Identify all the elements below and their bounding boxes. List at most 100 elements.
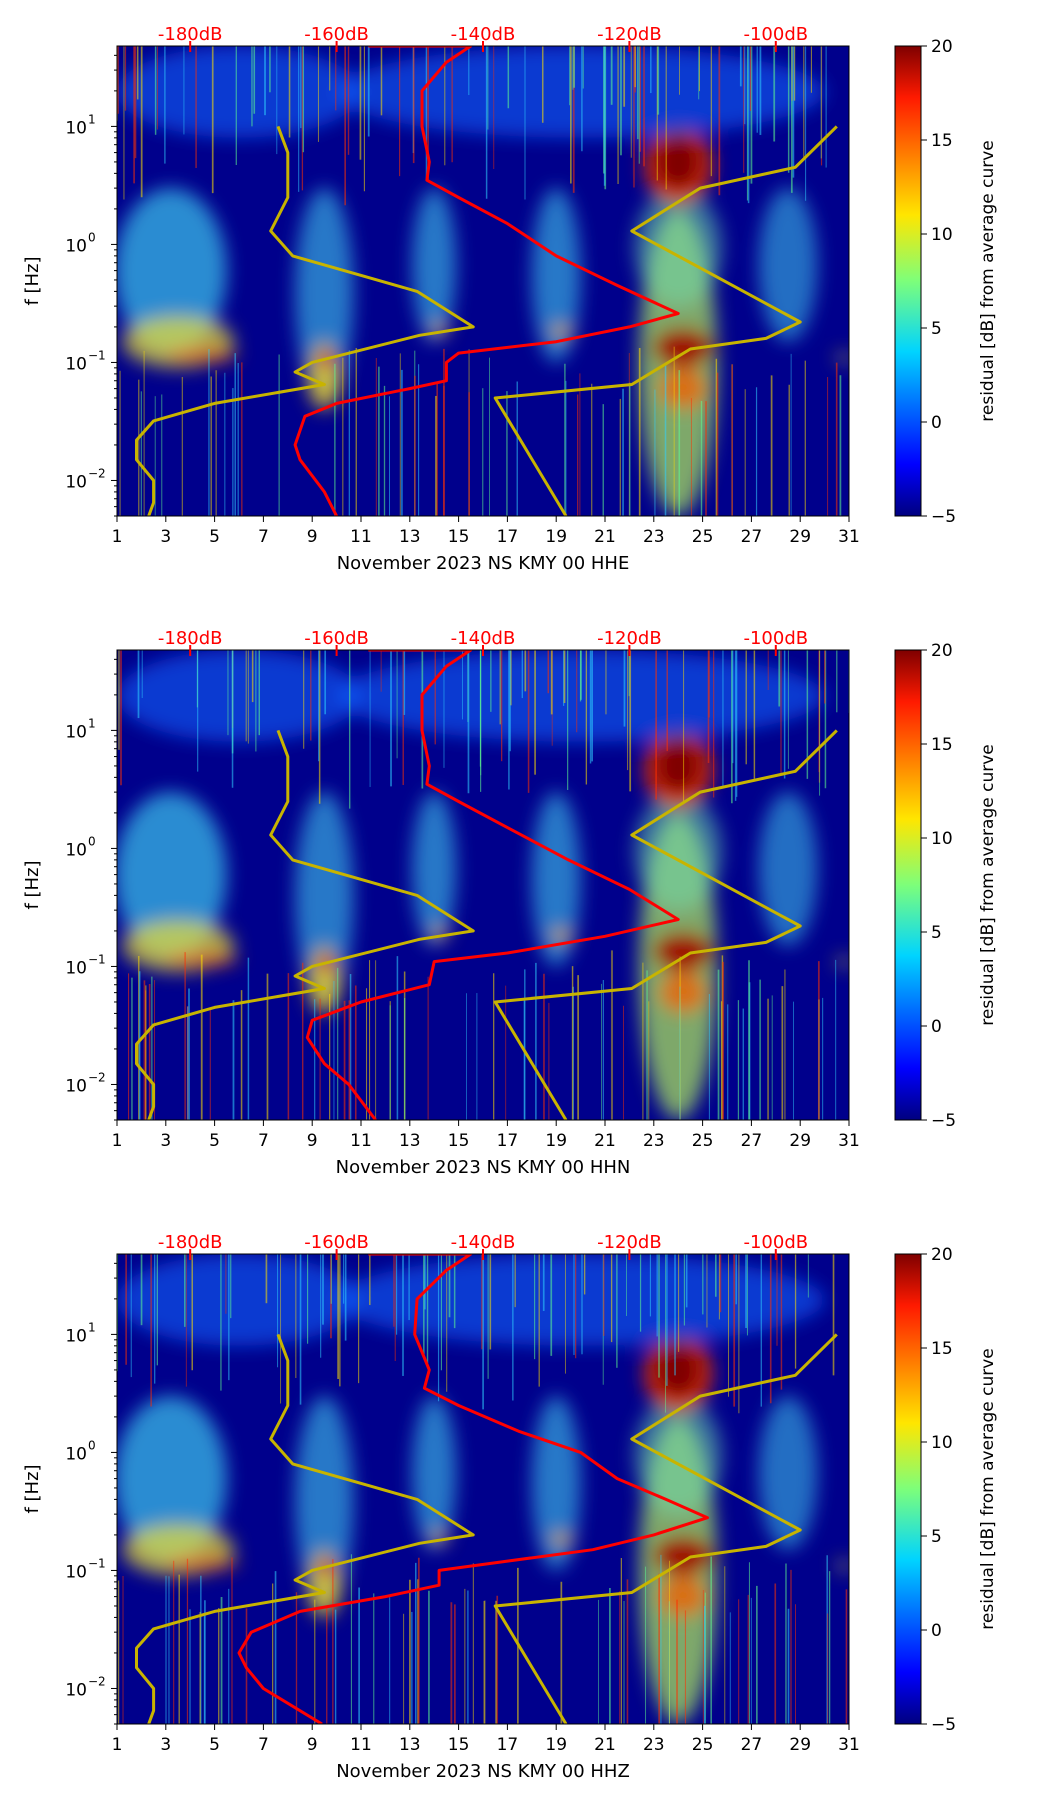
heatmap-feature — [336, 46, 825, 138]
y-axis-label: f [Hz] — [22, 256, 43, 305]
y-tick-label: 10 — [65, 354, 87, 374]
spectrogram-heatmap — [117, 46, 849, 516]
heatmap-feature — [651, 930, 715, 972]
heatmap-feature — [295, 188, 354, 398]
x-tick-label: 5 — [209, 1131, 220, 1151]
colorbar-tick-label: 10 — [931, 1433, 953, 1453]
y-tick-label: 10 — [65, 1562, 87, 1582]
nhnm-line — [493, 125, 838, 516]
heatmap-feature — [117, 46, 361, 138]
y-tick-exponent: 1 — [88, 716, 96, 730]
x-tick-label: 11 — [350, 1735, 372, 1755]
heatmap-feature — [412, 1396, 457, 1550]
x-tick-label: 31 — [838, 527, 860, 547]
heatmap-feature — [117, 650, 361, 742]
top-db-tick-label: -100dB — [743, 1232, 808, 1253]
heatmap-feature — [548, 324, 574, 339]
top-db-tick-label: -180dB — [158, 24, 223, 45]
average-psd-line — [237, 1254, 709, 1724]
y-tick-exponent: −1 — [88, 348, 106, 362]
colorbar-tick-label: 15 — [931, 1339, 953, 1359]
heatmap-feature — [758, 1396, 818, 1550]
heatmap-feature — [653, 1339, 703, 1400]
heatmap-feature — [548, 928, 574, 943]
x-tick-label: 21 — [594, 1131, 616, 1151]
heatmap-feature — [658, 971, 708, 1014]
x-tick-label: 13 — [399, 1735, 421, 1755]
colorbar-tick-label: 0 — [931, 1621, 942, 1641]
heatmap-streaks — [117, 46, 842, 516]
heatmap-feature — [165, 1557, 239, 1571]
nlnm-line — [135, 729, 475, 1120]
x-tick-label: 17 — [497, 1735, 519, 1755]
y-tick-label: 10 — [65, 236, 87, 256]
x-tick-label: 3 — [160, 527, 171, 547]
x-tick-label: 7 — [258, 527, 269, 547]
x-tick-label: 17 — [497, 527, 519, 547]
colorbar-tick-label: 10 — [931, 829, 953, 849]
colorbar-label: residual [dB] from average curve — [978, 744, 998, 1025]
y-tick-exponent: −1 — [88, 1556, 106, 1570]
x-tick-label: 1 — [112, 1735, 123, 1755]
x-tick-label: 1 — [112, 527, 123, 547]
x-tick-label: 5 — [209, 527, 220, 547]
heatmap-feature — [658, 1575, 708, 1618]
heatmap-feature — [336, 1254, 825, 1346]
heatmap-feature — [836, 957, 849, 967]
x-tick-label: 31 — [838, 1131, 860, 1151]
x-tick-label: 31 — [838, 1735, 860, 1755]
y-tick-exponent: −2 — [88, 1674, 106, 1688]
x-tick-label: 23 — [643, 527, 665, 547]
top-db-tick-label: -140dB — [451, 628, 516, 649]
heatmap-feature — [651, 326, 715, 368]
x-tick-label: 3 — [160, 1735, 171, 1755]
heatmap-feature — [531, 188, 581, 363]
heatmap-feature — [634, 792, 723, 911]
heatmap-feature — [548, 1532, 574, 1547]
top-db-tick-label: -120dB — [597, 628, 662, 649]
y-tick-label: 10 — [65, 472, 87, 492]
y-tick-label: 10 — [65, 1076, 87, 1096]
x-tick-label: 13 — [399, 527, 421, 547]
y-tick-label: 10 — [65, 1444, 87, 1464]
x-tick-label: 11 — [350, 527, 372, 547]
x-tick-label: 15 — [448, 527, 470, 547]
colorbar-tick-label: −5 — [931, 507, 956, 527]
y-tick-exponent: 0 — [88, 230, 96, 244]
colorbar-label: residual [dB] from average curve — [978, 1348, 998, 1629]
y-tick-label: 10 — [65, 1326, 87, 1346]
top-db-tick-label: -120dB — [597, 24, 662, 45]
y-tick-label: 10 — [65, 840, 87, 860]
x-tick-label: 19 — [545, 1735, 567, 1755]
x-tick-label: 13 — [399, 1131, 421, 1151]
heatmap-feature — [758, 792, 818, 946]
x-tick-label: 27 — [741, 1131, 763, 1151]
x-tick-label: 1 — [112, 1131, 123, 1151]
x-tick-label: 19 — [545, 527, 567, 547]
y-tick-label: 10 — [65, 118, 87, 138]
top-db-tick-label: -180dB — [158, 1232, 223, 1253]
average-psd-line — [305, 650, 680, 1120]
x-tick-label: 23 — [643, 1131, 665, 1151]
colorbar-tick-label: 0 — [931, 1017, 942, 1037]
heatmap-streaks — [118, 650, 849, 1120]
colorbar-tick-label: −5 — [931, 1111, 956, 1131]
x-tick-label: 25 — [692, 1131, 714, 1151]
x-tick-label: 19 — [545, 1131, 567, 1151]
colorbar — [894, 649, 922, 1121]
y-tick-exponent: 0 — [88, 1438, 96, 1452]
top-db-tick-label: -140dB — [451, 1232, 516, 1253]
heatmap-feature — [634, 188, 723, 307]
top-db-tick-label: -100dB — [743, 628, 808, 649]
colorbar-tick-label: 5 — [931, 1527, 942, 1547]
x-tick-label: 9 — [307, 1131, 318, 1151]
x-tick-label: 11 — [350, 1131, 372, 1151]
colorbar — [894, 1253, 922, 1725]
x-tick-label: 15 — [448, 1131, 470, 1151]
spectrogram-heatmap — [117, 1254, 849, 1724]
nhnm-line — [493, 729, 838, 1120]
heatmap-feature — [117, 188, 227, 354]
colorbar-tick-label: 10 — [931, 225, 953, 245]
heatmap-feature — [836, 353, 849, 363]
